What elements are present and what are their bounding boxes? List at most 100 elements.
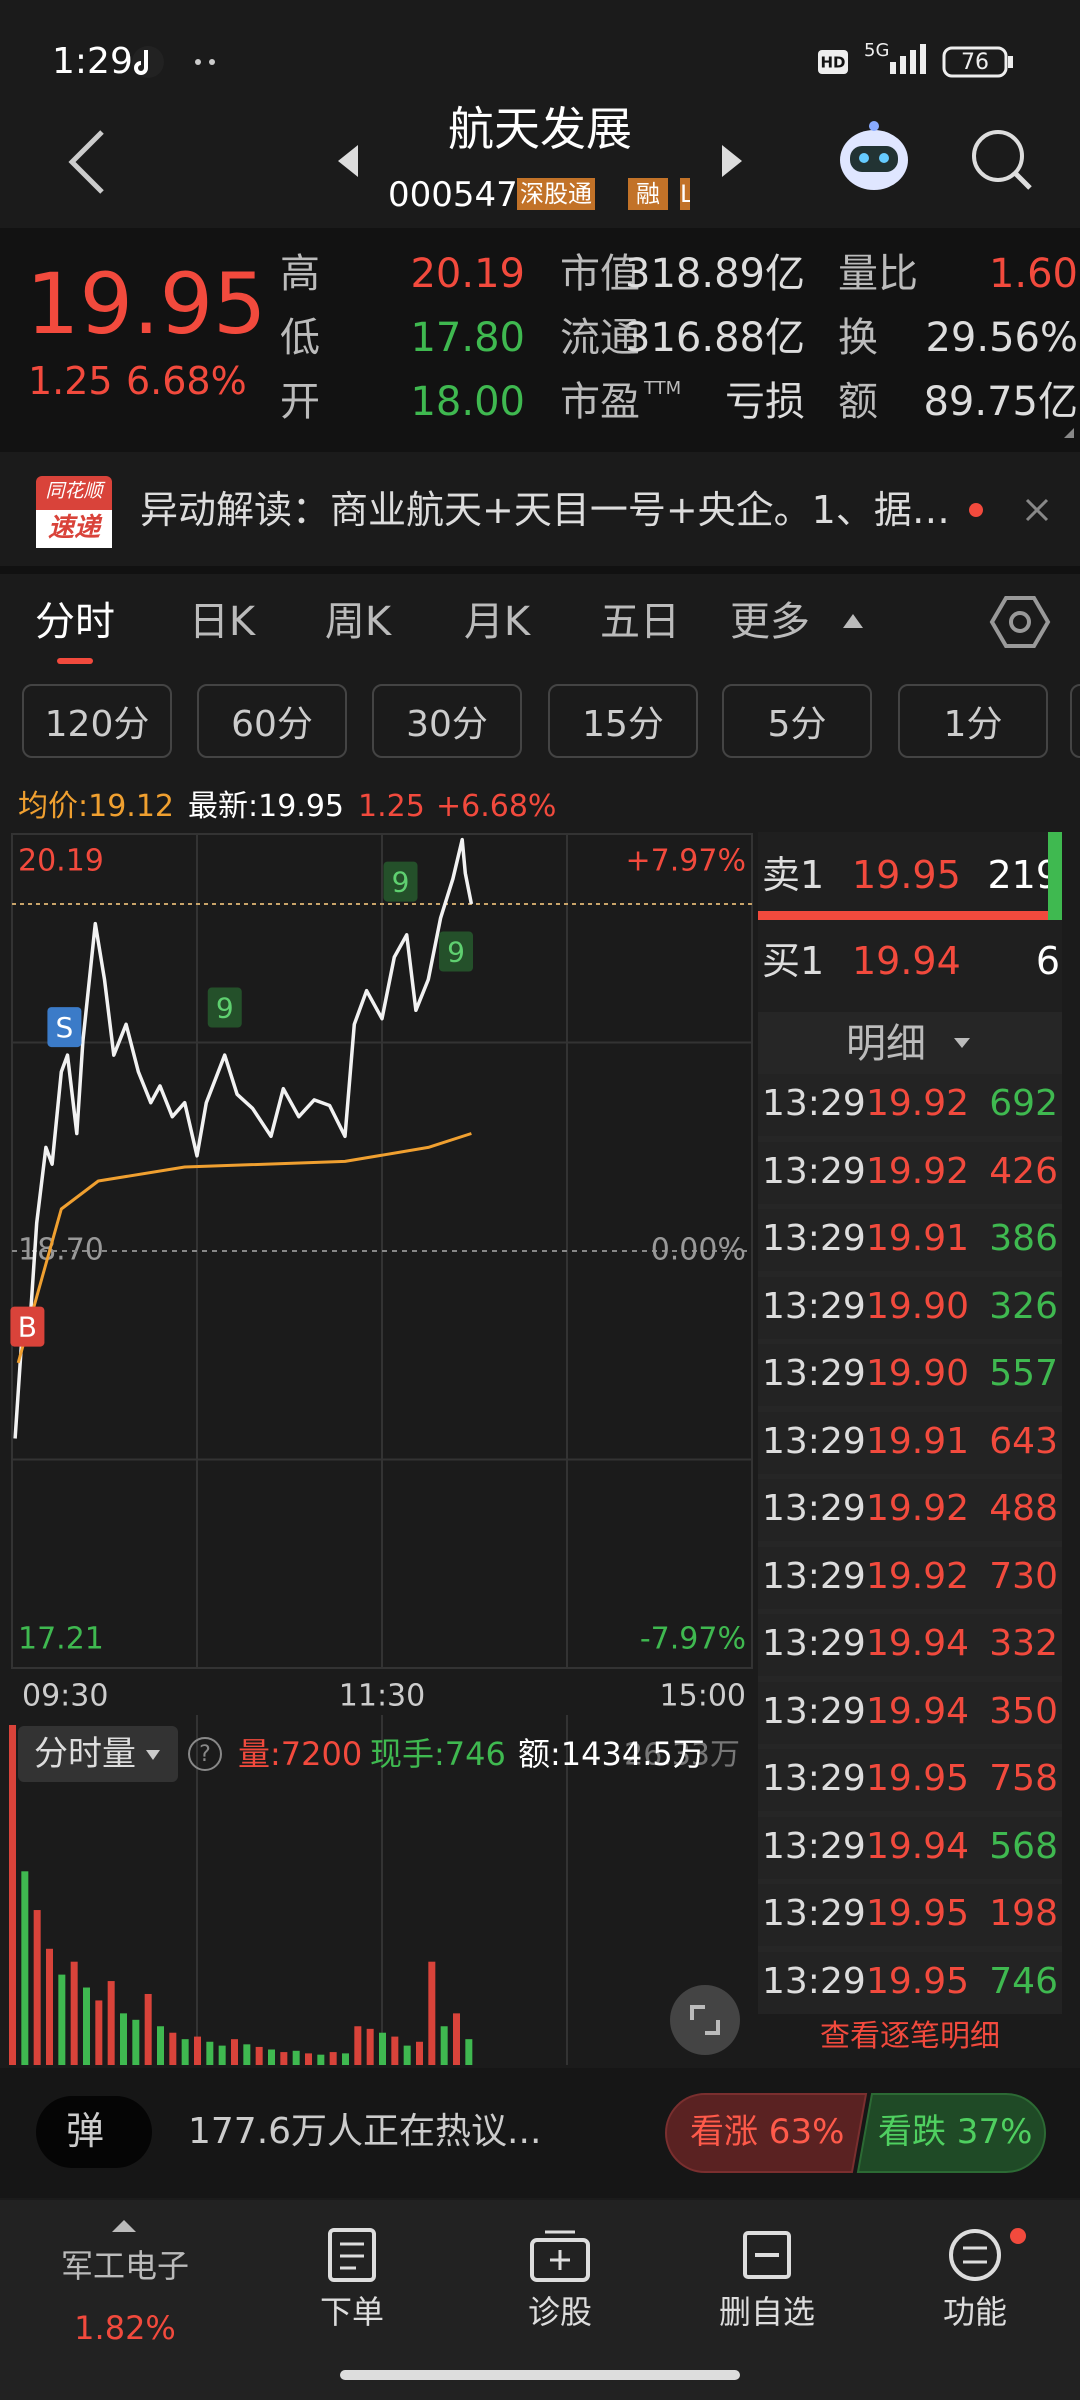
detail-price: 19.91 xyxy=(866,1420,970,1462)
volume-bar xyxy=(305,2053,312,2065)
bid-label: 买1 xyxy=(762,939,825,983)
period-button[interactable]: 30分 xyxy=(372,684,522,758)
volume-bar xyxy=(354,2026,362,2065)
detail-price: 19.95 xyxy=(866,1960,970,2002)
bull-button[interactable] xyxy=(665,2093,868,2173)
nav-item[interactable]: 诊股 xyxy=(527,2293,592,2331)
assistant-icon[interactable] xyxy=(840,121,908,190)
volume-bar xyxy=(366,2028,374,2065)
detail-price: 19.92 xyxy=(866,1555,970,1597)
next-stock[interactable] xyxy=(722,145,742,177)
period-button[interactable] xyxy=(1070,684,1080,758)
tab[interactable]: 分时 xyxy=(35,599,115,645)
detail-volume: 643 xyxy=(989,1420,1058,1462)
prev-stock[interactable] xyxy=(338,145,358,177)
svg-text:HD: HD xyxy=(820,54,845,72)
detail-volume: 198 xyxy=(989,1893,1058,1934)
volume-bar xyxy=(268,2049,275,2065)
corner-mark xyxy=(1064,428,1074,438)
tab[interactable]: 月K xyxy=(463,599,531,645)
period-button[interactable]: 15分 xyxy=(548,684,698,758)
settings[interactable] xyxy=(989,596,1051,648)
detail-price: 19.92 xyxy=(866,1488,970,1529)
detail-volume: 386 xyxy=(989,1218,1058,1259)
field-value: 1.60 xyxy=(988,251,1078,297)
detail-row xyxy=(758,1546,1062,1609)
tab[interactable]: 周K xyxy=(324,599,392,645)
volume-bar xyxy=(206,2041,214,2065)
detail-row xyxy=(758,1344,1062,1406)
detail-volume: 326 xyxy=(989,1285,1058,1327)
volume-bar xyxy=(255,2046,263,2065)
last-price: 19.95 xyxy=(26,255,267,353)
detail-time: 13:29 xyxy=(762,1353,866,1394)
back-button[interactable] xyxy=(68,130,104,194)
volume-bar xyxy=(144,1993,152,2065)
detail-row xyxy=(758,1276,1062,1339)
volume-bar xyxy=(440,2026,448,2065)
field-value: 20.19 xyxy=(410,251,525,297)
detail-price: 19.91 xyxy=(866,1218,970,1259)
field-label: 高 xyxy=(280,251,320,297)
field-value: 318.89亿 xyxy=(625,251,805,297)
detail-time: 13:29 xyxy=(762,1623,866,1664)
period-button[interactable]: 60分 xyxy=(197,684,347,758)
tab[interactable]: 更多 xyxy=(730,599,810,645)
quote-panel xyxy=(0,228,1080,452)
detail-volume: 350 xyxy=(989,1690,1058,1732)
svg-text:?: ? xyxy=(199,1742,211,1767)
nav-item[interactable]: 功能 xyxy=(942,2293,1007,2331)
discussion-text[interactable]: 177.6万人正在热议... xyxy=(188,2111,542,2152)
field-label: 市值 xyxy=(560,251,640,297)
avg-line xyxy=(16,1132,472,1364)
detail-volume: 692 xyxy=(989,1083,1058,1124)
period-button[interactable]: 5分 xyxy=(722,684,872,758)
bull-text: 看涨 63% xyxy=(690,2112,845,2152)
nav-sector[interactable]: 军工电子 xyxy=(60,2247,189,2285)
battery: 76 xyxy=(961,50,989,75)
annotation-box xyxy=(10,1306,45,1347)
detail-title[interactable]: 明细 xyxy=(846,1021,926,1067)
help-icon[interactable] xyxy=(188,1737,222,1771)
period-button[interactable]: 1分 xyxy=(898,684,1048,758)
y2-tick-label: 0.00% xyxy=(651,1233,746,1268)
stock-code: 000547 xyxy=(388,175,518,215)
nav-item[interactable]: 删自选 xyxy=(718,2293,815,2331)
volume-bar xyxy=(465,2039,473,2065)
bear-button[interactable] xyxy=(856,2093,1046,2173)
field-sup: TTM xyxy=(644,378,682,399)
search-icon[interactable] xyxy=(972,130,1032,190)
detail-time: 13:29 xyxy=(762,1960,866,2002)
volume-bar xyxy=(292,2050,300,2065)
danmaku-button[interactable] xyxy=(36,2096,152,2168)
latest-price: 最新:19.95 xyxy=(188,789,344,824)
volume-bar xyxy=(403,2045,411,2065)
expand-button[interactable] xyxy=(670,1985,740,2055)
volume-bar xyxy=(132,2019,140,2065)
field-value: 316.88亿 xyxy=(625,315,805,361)
tab[interactable]: 日K xyxy=(188,599,256,645)
status-time: 1:29 xyxy=(52,41,133,82)
info-pct: +6.68% xyxy=(436,789,557,824)
close-news[interactable] xyxy=(1025,498,1049,522)
nav-item[interactable]: 下单 xyxy=(319,2293,384,2331)
y2-tick-label: +7.97% xyxy=(626,844,746,879)
info-change: 1.25 xyxy=(358,789,425,824)
volume-bar xyxy=(218,2045,226,2065)
annotation-box xyxy=(439,931,473,972)
volume-info: 量:7200 xyxy=(238,1735,363,1773)
detail-price: 19.94 xyxy=(866,1623,970,1664)
detail-more[interactable]: 查看逐笔明细 xyxy=(820,2019,1000,2054)
period-button[interactable]: 120分 xyxy=(22,684,172,758)
annotation-box xyxy=(47,1007,82,1048)
volume-bar xyxy=(231,2039,238,2065)
news-text[interactable]: 异动解读：商业航天+天目一号+央企。1、据… xyxy=(140,488,950,532)
detail-time: 13:29 xyxy=(762,1083,866,1124)
tab[interactable]: 五日 xyxy=(600,599,680,645)
detail-volume: 568 xyxy=(989,1825,1058,1867)
field-value: 亏损 xyxy=(725,379,805,425)
detail-time: 13:29 xyxy=(762,1150,866,1192)
volume-bar xyxy=(317,2054,325,2065)
